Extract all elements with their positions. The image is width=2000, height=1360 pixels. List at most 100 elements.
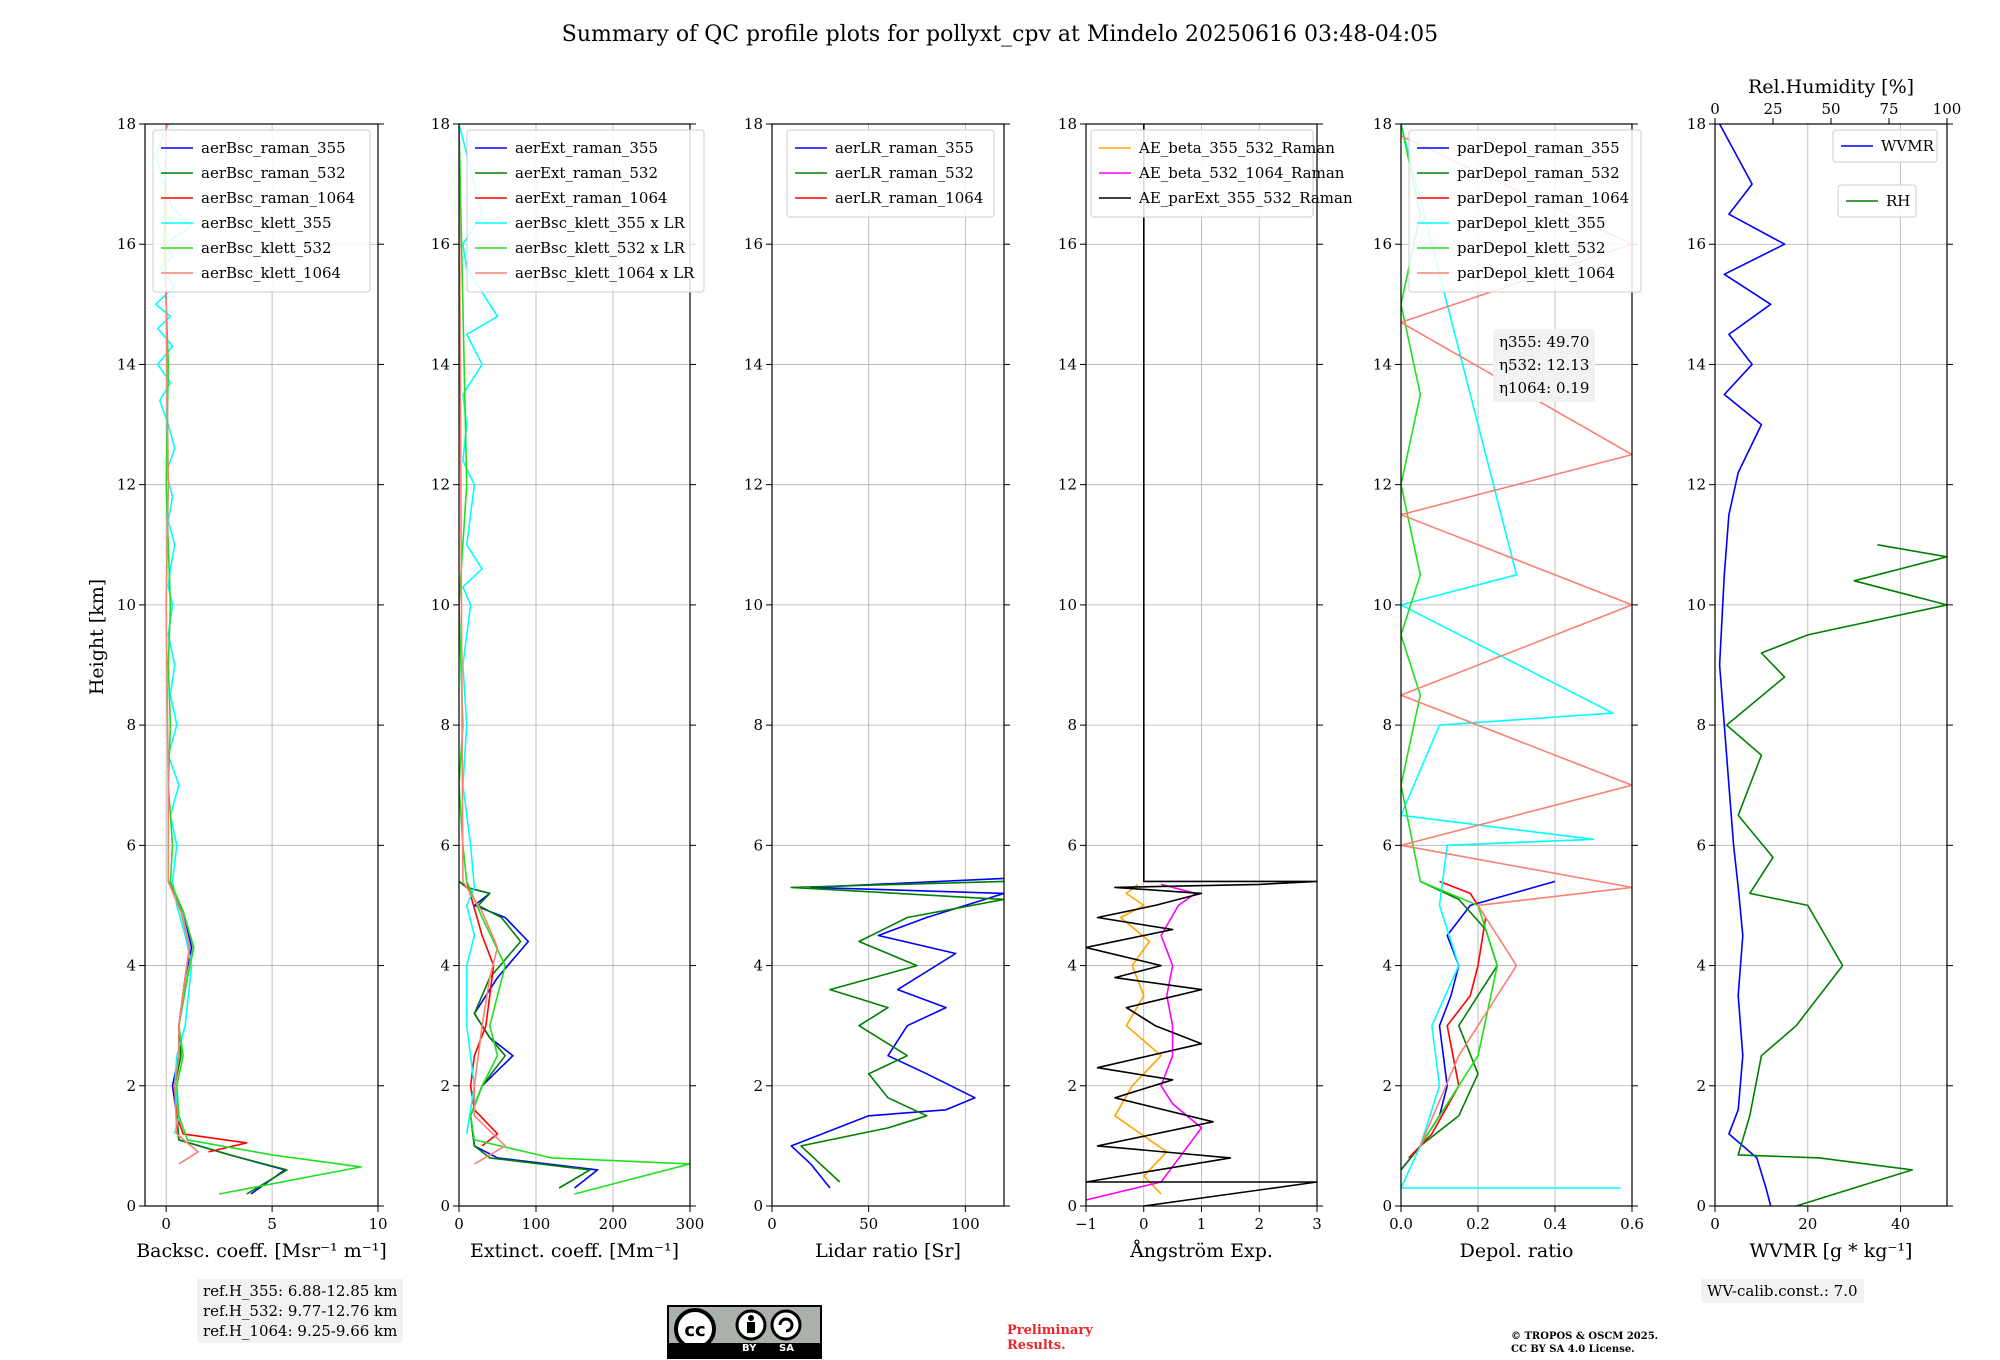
x-tick-label: 40 (1891, 1215, 1910, 1233)
y-tick-label: 12 (117, 476, 136, 494)
y-tick-label: 4 (1696, 957, 1706, 975)
legend: AE_beta_355_532_Raman AE_beta_532_1064_Ra… (1090, 129, 1353, 218)
axes-frame (458, 123, 691, 1207)
legend-label: parDepol_klett_355 (1457, 214, 1606, 232)
copyright-line-1: © TROPOS & OSCM 2025. (1511, 1331, 1659, 1342)
legend-label: aerLR_raman_1064 (835, 189, 983, 207)
x-tick-label: −1 (1075, 1215, 1097, 1233)
svg-text:cc: cc (684, 1320, 705, 1341)
y-tick-label: 10 (1058, 596, 1077, 614)
y-tick-label: 4 (753, 957, 763, 975)
y-tick-label: 8 (440, 716, 450, 734)
y-tick-label: 16 (1687, 235, 1706, 253)
panel-lidar_ratio: 0 2 4 6 8 10 12 14 16 18 0 50 100 Lidar ratio [Sr] aer… (744, 115, 1010, 1262)
y-tick-label: 4 (1382, 957, 1392, 975)
legend-label: parDepol_raman_532 (1457, 164, 1620, 182)
y-tick-label: 18 (744, 115, 763, 133)
legend: aerBsc_raman_355 aerBsc_raman_532 aerBsc_r… (152, 129, 371, 293)
x-tick-label: 100 (951, 1215, 980, 1233)
y-tick-label: 2 (1382, 1077, 1392, 1095)
y-tick-label: 4 (126, 957, 136, 975)
y-tick-label: 14 (744, 355, 763, 373)
x-tick-label: 0 (1139, 1215, 1149, 1233)
y-tick-label: 16 (431, 235, 450, 253)
legend-label: parDepol_klett_532 (1457, 239, 1606, 257)
y-tick-label: 8 (1067, 716, 1077, 734)
panel-depol: 0 2 4 6 8 10 12 14 16 18 0.0 0.2 0.4 0.6 Depol. ratio p… (1373, 115, 1644, 1262)
y-tick-label: 14 (1687, 355, 1706, 373)
license-badge[interactable]: cc BY SA (667, 1305, 822, 1359)
legend-label: aerLR_raman_355 (835, 139, 974, 157)
y-tick-label: 6 (1696, 836, 1706, 854)
y-tick-label: 0 (1382, 1197, 1392, 1215)
y-tick-label: 12 (431, 476, 450, 494)
legend: parDepol_raman_355 parDepol_raman_532 parD… (1408, 129, 1642, 293)
y-tick-label: 6 (440, 836, 450, 854)
x-axis-label: WVMR [g * kg⁻¹] (1750, 1240, 1913, 1262)
y-tick-label: 6 (753, 836, 763, 854)
x2-tick-label: 0 (1710, 100, 1720, 118)
y-tick-label: 10 (744, 596, 763, 614)
legend: aerExt_raman_355 aerExt_raman_532 aerExt_r… (466, 129, 705, 293)
y-tick-label: 16 (1058, 235, 1077, 253)
series-line-ae-parext-355-532-raman (1086, 124, 1317, 1206)
legend-label: WVMR (1881, 137, 1935, 155)
series-line-pardepol-raman-1064 (1408, 880, 1487, 1159)
legend-label: AE_beta_355_532_Raman (1138, 139, 1335, 157)
eta-1064: η1064: 0.19 (1499, 379, 1590, 397)
legend-label: aerLR_raman_532 (835, 164, 974, 182)
x-axis-label: Extinct. coeff. [Mm⁻¹] (470, 1240, 679, 1262)
series-line-ae-beta-355-532-raman (1114, 883, 1168, 1195)
legend-label: aerExt_raman_355 (515, 139, 658, 157)
series-line-pardepol-raman-532 (1401, 880, 1499, 1171)
ref-height-532: ref.H_532: 9.77-12.76 km (203, 1302, 398, 1320)
legend-label: parDepol_raman_1064 (1457, 189, 1629, 207)
legend-label: aerBsc_klett_532 x LR (515, 239, 686, 257)
series-line-pardepol-klett-1064 (1401, 135, 1632, 1147)
y-tick-label: 16 (744, 235, 763, 253)
figure-title: Summary of QC profile plots for pollyxt_… (561, 22, 1439, 47)
legend-entry: WVMR (1832, 129, 1938, 163)
preliminary-line-2: Results. (1007, 1338, 1066, 1353)
preliminary-note: Preliminary Results. (1007, 1323, 1093, 1353)
y-tick-label: 14 (1058, 355, 1077, 373)
y-tick-label: 18 (1373, 115, 1392, 133)
x-tick-label: 0.4 (1543, 1215, 1567, 1233)
legend-label: aerBsc_raman_355 (201, 139, 346, 157)
panel-extinction: 0 2 4 6 8 10 12 14 16 18 0 100 200 300 Extinct. coeff.… (431, 115, 705, 1262)
y-tick-label: 6 (1067, 836, 1077, 854)
x-tick-label: 0.6 (1620, 1215, 1644, 1233)
axes-frame (771, 123, 1005, 1207)
y-tick-label: 2 (753, 1077, 763, 1095)
legend-label: AE_parExt_355_532_Raman (1138, 189, 1353, 207)
x2-tick-label: 75 (1879, 100, 1898, 118)
series-line-aerext-raman-532 (459, 880, 591, 1189)
legend-label: aerBsc_klett_355 (201, 214, 332, 232)
y-tick-label: 4 (440, 957, 450, 975)
y-tick-label: 2 (1067, 1077, 1077, 1095)
x-tick-label: 2 (1254, 1215, 1264, 1233)
eta-box: η355: 49.70 η532: 12.13 η1064: 0.19 (1493, 329, 1596, 402)
y-tick-label: 18 (1687, 115, 1706, 133)
y-tick-label: 10 (1373, 596, 1392, 614)
x-tick-label: 0 (1710, 1215, 1720, 1233)
y-tick-label: 12 (744, 476, 763, 494)
y-tick-label: 8 (753, 716, 763, 734)
series-line-wvmr (1718, 124, 1786, 1206)
eta-355: η355: 49.70 (1499, 333, 1590, 351)
y-tick-label: 4 (1067, 957, 1077, 975)
y-tick-label: 8 (1382, 716, 1392, 734)
y-tick-label: 16 (117, 235, 136, 253)
x-tick-label: 0 (161, 1215, 171, 1233)
x-tick-label: 0.0 (1389, 1215, 1413, 1233)
y-tick-label: 12 (1058, 476, 1077, 494)
ref-height-355: ref.H_355: 6.88-12.85 km (203, 1282, 398, 1300)
y-tick-label: 2 (1696, 1077, 1706, 1095)
x-tick-label: 20 (1798, 1215, 1817, 1233)
y-tick-label: 8 (1696, 716, 1706, 734)
ref-height-box: ref.H_355: 6.88-12.85 km ref.H_532: 9.77… (197, 1279, 404, 1343)
y-tick-label: 14 (431, 355, 450, 373)
x-axis-label: Lidar ratio [Sr] (815, 1240, 961, 1262)
legend: aerLR_raman_355 aerLR_raman_532 aerLR_rama… (786, 129, 995, 218)
